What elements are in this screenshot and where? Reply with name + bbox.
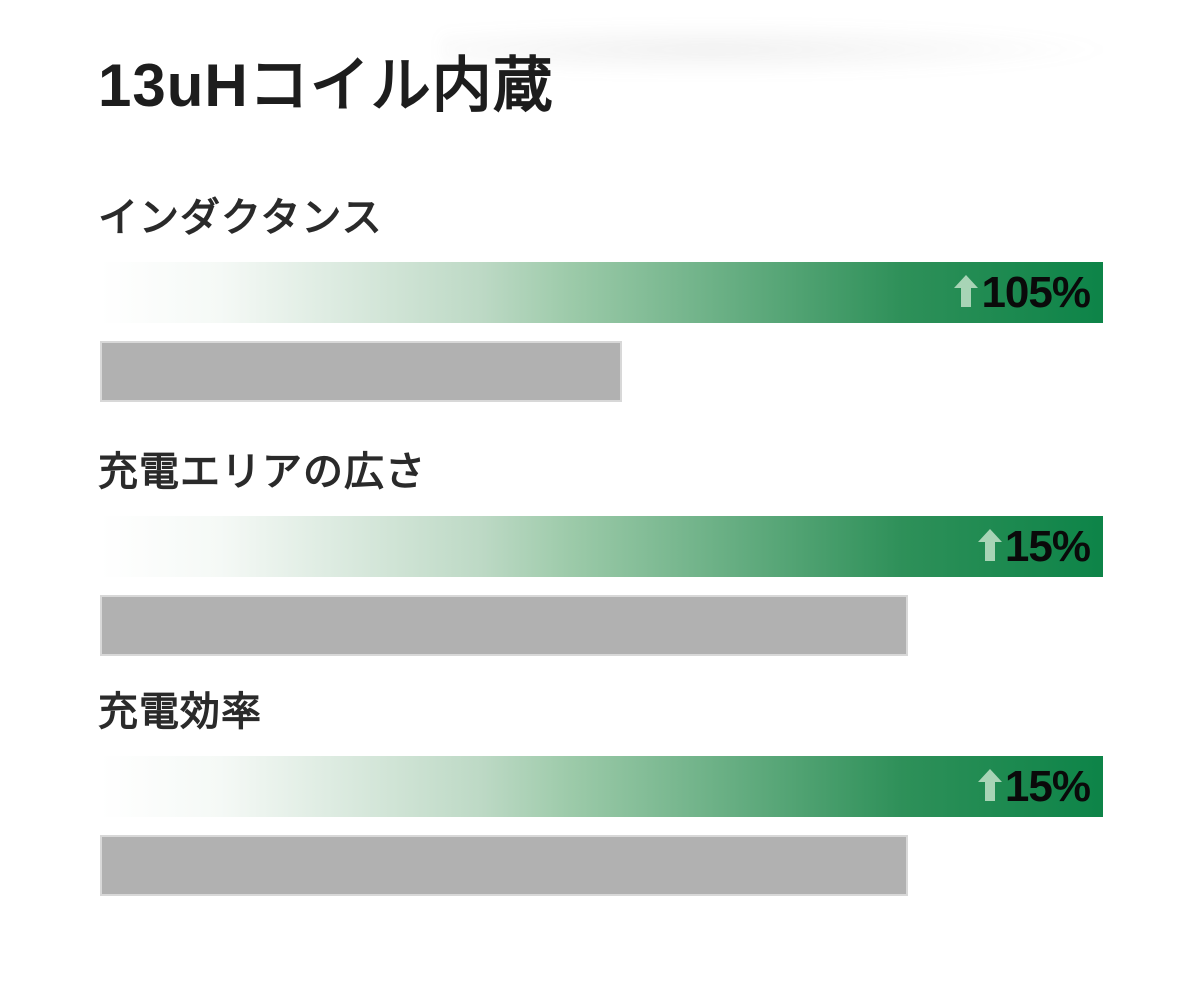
increase-percent-label: 15% (1004, 521, 1091, 571)
row-label: 充電エリアの広さ (98, 450, 426, 494)
gray-comparison-bar (100, 835, 909, 896)
increase-percent-label: 15% (1004, 761, 1091, 811)
chart-row-charging-efficiency: 充電効率 15% (98, 688, 1103, 898)
green-gradient-bar: 15% (100, 756, 1103, 817)
chart-row-inductance: インダクタンス 105% (98, 194, 1103, 404)
increase-percent-label: 105% (981, 267, 1091, 317)
up-arrow-icon (977, 769, 1002, 804)
gray-comparison-bar (100, 595, 909, 656)
row-label: 充電効率 (98, 690, 262, 734)
up-arrow-icon (977, 529, 1002, 564)
chart-row-charging-area: 充電エリアの広さ 15% (98, 448, 1103, 658)
row-label: インダクタンス (98, 196, 383, 240)
green-gradient-bar: 105% (100, 262, 1103, 323)
green-gradient-bar: 15% (100, 516, 1103, 577)
up-arrow-icon (954, 275, 979, 310)
gray-comparison-bar (100, 341, 622, 402)
page-title: 13uHコイル内蔵 (98, 52, 554, 119)
